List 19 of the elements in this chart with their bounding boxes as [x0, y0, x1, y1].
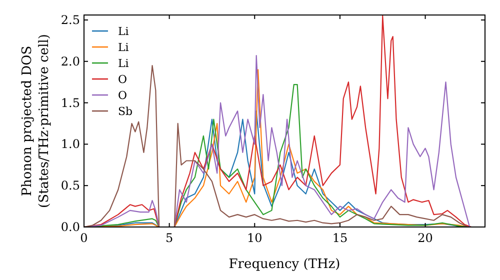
x-axis-title: Frequency (THz): [228, 257, 340, 272]
legend-label: Li: [118, 41, 130, 54]
y-tick-label: 0.5: [60, 178, 80, 193]
y-tick-label: 1.5: [60, 96, 80, 110]
y-tick-label: 2.5: [60, 12, 80, 27]
legend-label: Li: [118, 57, 130, 70]
x-tick-label: 5: [166, 231, 174, 245]
y-tick-label: 0.0: [60, 220, 80, 234]
x-tick-label: 20: [418, 231, 433, 245]
y-tick-label: 2.0: [60, 54, 80, 68]
legend-label: O: [118, 73, 128, 86]
legend-label: Sb: [118, 105, 133, 118]
x-tick-label: 10: [247, 231, 262, 245]
x-tick-label: 0: [80, 231, 88, 245]
x-tick-label: 15: [332, 231, 348, 245]
legend-label: O: [118, 89, 128, 102]
y-axis-title: Phonon projected DOS (States/THz·primitive cell): [20, 34, 52, 208]
y-tick-label: 1.0: [60, 137, 80, 152]
legend-label: Li: [118, 25, 130, 38]
